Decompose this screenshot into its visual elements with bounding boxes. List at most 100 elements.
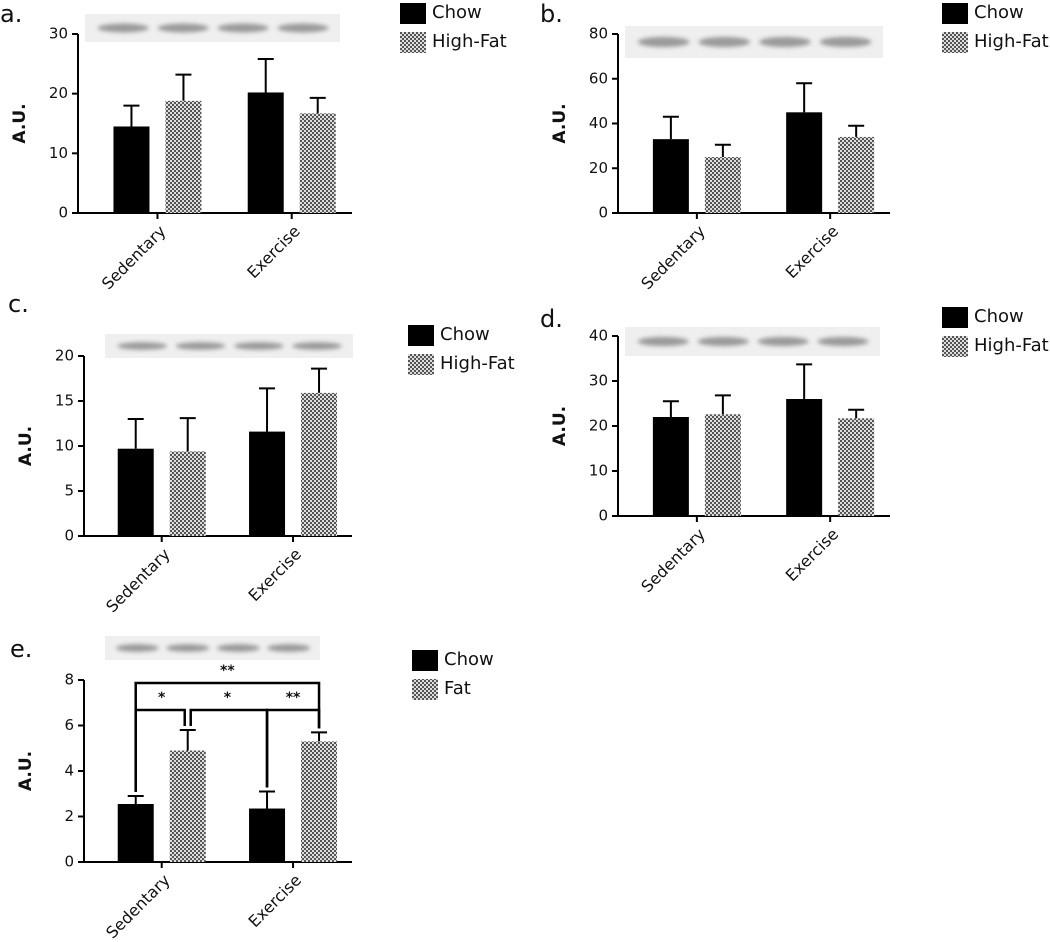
legend-label: High-Fat bbox=[974, 335, 1049, 356]
blot-band bbox=[157, 23, 209, 33]
significance-label: ** bbox=[286, 690, 301, 706]
blot-band bbox=[175, 342, 226, 350]
y-tick-label: 40 bbox=[589, 114, 608, 132]
bar bbox=[704, 414, 741, 516]
bar bbox=[299, 113, 336, 213]
significance-label: * bbox=[224, 690, 232, 706]
y-axis-label: A.U. bbox=[16, 426, 36, 466]
legend-swatch bbox=[942, 32, 968, 53]
blot-band bbox=[757, 336, 809, 347]
y-tick-label: 15 bbox=[55, 392, 74, 410]
y-tick-label: 80 bbox=[589, 25, 608, 43]
y-tick-label: 8 bbox=[64, 671, 74, 689]
bar bbox=[838, 136, 875, 213]
y-tick-label: 20 bbox=[55, 347, 74, 365]
significance-bracket bbox=[265, 708, 321, 788]
x-tick-label: Sedentary bbox=[102, 871, 174, 942]
blot-band bbox=[817, 336, 869, 347]
legend-swatch bbox=[412, 679, 438, 700]
blot-band bbox=[267, 644, 311, 652]
y-axis-label: A.U. bbox=[10, 103, 30, 143]
x-tick-label: Sedentary bbox=[637, 525, 709, 597]
y-tick-label: 60 bbox=[589, 69, 608, 87]
blot-band bbox=[637, 36, 690, 48]
legend-swatch bbox=[400, 32, 426, 53]
y-tick-label: 10 bbox=[589, 462, 608, 480]
legend-swatch bbox=[942, 307, 968, 328]
legend-swatch bbox=[400, 3, 426, 24]
legend-label: High-Fat bbox=[432, 31, 507, 52]
legend-swatch bbox=[942, 3, 968, 24]
bar bbox=[117, 448, 154, 536]
bar bbox=[249, 808, 286, 862]
y-tick-label: 0 bbox=[58, 204, 68, 222]
legend-label: High-Fat bbox=[440, 353, 515, 374]
legend-swatch bbox=[408, 325, 434, 346]
bar bbox=[652, 417, 689, 516]
legend-swatch bbox=[408, 354, 434, 375]
bar bbox=[301, 392, 338, 536]
panel-label: b. bbox=[540, 0, 563, 28]
bar bbox=[169, 750, 206, 862]
blot-band bbox=[217, 23, 269, 33]
blot-band bbox=[759, 36, 811, 48]
y-tick-label: 20 bbox=[49, 84, 68, 102]
y-tick-label: 6 bbox=[64, 716, 74, 734]
y-tick-label: 0 bbox=[598, 204, 608, 222]
y-tick-label: 2 bbox=[64, 807, 74, 825]
y-tick-label: 0 bbox=[64, 853, 74, 871]
x-tick-label: Sedentary bbox=[98, 222, 170, 294]
bar bbox=[169, 451, 206, 536]
legend-label: Chow bbox=[432, 2, 482, 23]
y-tick-label: 30 bbox=[589, 372, 608, 390]
bar bbox=[838, 418, 875, 516]
significance-label: ** bbox=[220, 663, 235, 679]
y-tick-label: 10 bbox=[55, 437, 74, 455]
bar bbox=[704, 157, 741, 213]
blot-band bbox=[115, 644, 159, 652]
y-tick-label: 5 bbox=[64, 482, 74, 500]
significance-label: * bbox=[158, 690, 166, 706]
bar bbox=[786, 112, 823, 213]
significance-bracket bbox=[134, 708, 186, 793]
y-axis-label: A.U. bbox=[16, 751, 36, 791]
legend-label: Chow bbox=[974, 306, 1024, 327]
blot-band bbox=[216, 644, 260, 652]
legend-swatch bbox=[942, 336, 968, 357]
y-tick-label: 30 bbox=[49, 25, 68, 43]
bar bbox=[249, 431, 286, 536]
x-tick-label: Sedentary bbox=[102, 545, 174, 617]
blot-band bbox=[117, 342, 167, 350]
blot-band bbox=[697, 336, 749, 347]
y-tick-label: 4 bbox=[64, 762, 74, 780]
bar bbox=[652, 139, 689, 213]
bar bbox=[247, 92, 284, 213]
bar bbox=[301, 741, 338, 862]
x-tick-label: Sedentary bbox=[637, 222, 709, 294]
bar bbox=[786, 399, 823, 516]
legend-label: Fat bbox=[444, 678, 471, 699]
blot-band bbox=[233, 342, 284, 350]
blot-band bbox=[292, 342, 342, 350]
y-tick-label: 10 bbox=[49, 144, 68, 162]
panel-label: a. bbox=[0, 0, 22, 28]
blot-band bbox=[97, 23, 149, 33]
y-tick-label: 20 bbox=[589, 417, 608, 435]
x-tick-label: Exercise bbox=[243, 222, 304, 283]
panel-label: d. bbox=[540, 305, 563, 333]
bar bbox=[113, 126, 150, 213]
x-tick-label: Exercise bbox=[782, 525, 843, 586]
legend-swatch bbox=[412, 650, 438, 671]
panel-label: c. bbox=[8, 290, 29, 318]
x-tick-label: Exercise bbox=[782, 222, 843, 283]
bar bbox=[165, 100, 202, 213]
legend-label: Chow bbox=[440, 324, 490, 345]
legend-label: Chow bbox=[974, 2, 1024, 23]
x-tick-label: Exercise bbox=[245, 871, 306, 932]
y-tick-label: 0 bbox=[598, 507, 608, 525]
legend-label: High-Fat bbox=[974, 31, 1049, 52]
y-axis-label: A.U. bbox=[550, 103, 570, 143]
legend-label: Chow bbox=[444, 649, 494, 670]
y-tick-label: 0 bbox=[64, 527, 74, 545]
